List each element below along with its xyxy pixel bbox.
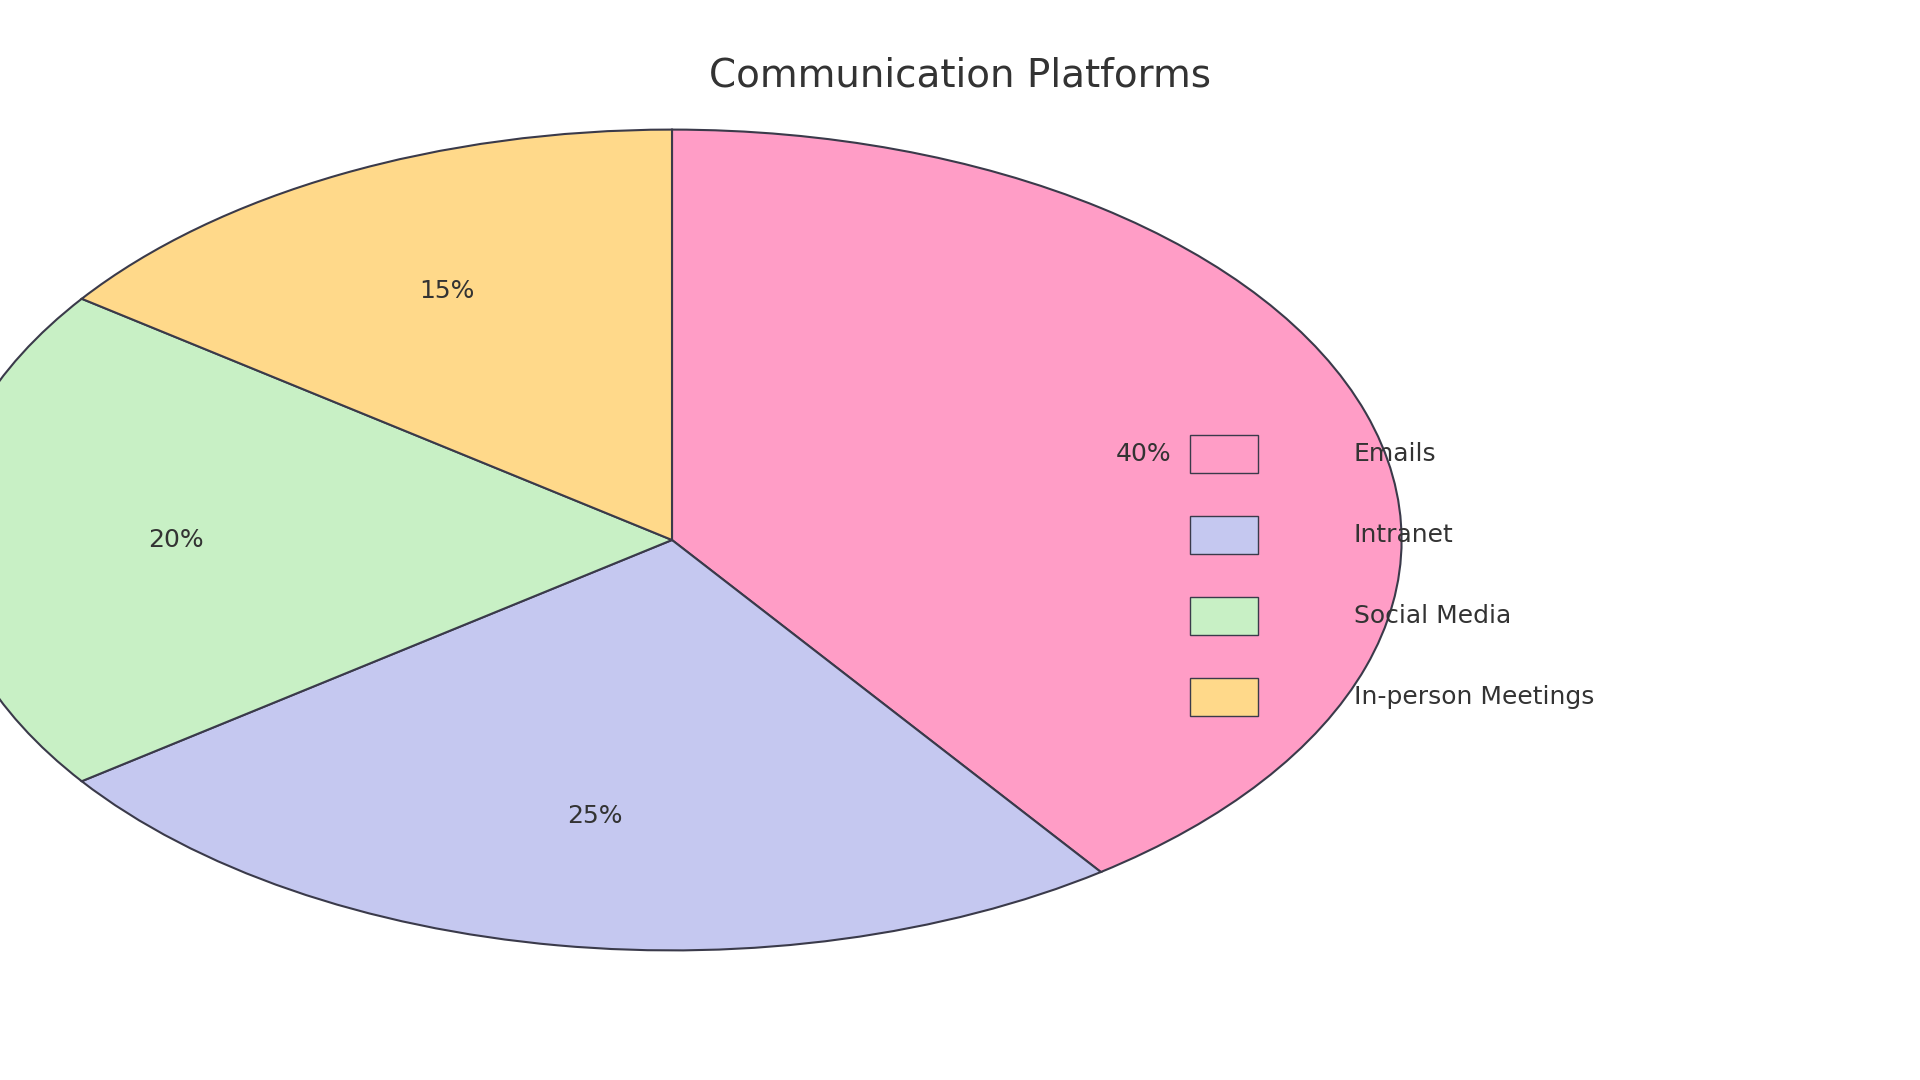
FancyBboxPatch shape — [1190, 678, 1258, 716]
Wedge shape — [83, 540, 1100, 950]
Text: 20%: 20% — [148, 528, 204, 552]
FancyBboxPatch shape — [1190, 516, 1258, 553]
Text: Emails: Emails — [1354, 442, 1436, 465]
Text: 40%: 40% — [1116, 442, 1171, 465]
Text: 15%: 15% — [419, 280, 474, 303]
Wedge shape — [672, 130, 1402, 872]
Wedge shape — [0, 299, 672, 781]
FancyBboxPatch shape — [1190, 597, 1258, 635]
FancyBboxPatch shape — [1190, 434, 1258, 473]
Text: Communication Platforms: Communication Platforms — [708, 56, 1212, 95]
Text: Intranet: Intranet — [1354, 523, 1453, 546]
Text: Social Media: Social Media — [1354, 604, 1511, 627]
Text: 25%: 25% — [566, 804, 622, 827]
Text: In-person Meetings: In-person Meetings — [1354, 685, 1594, 708]
Wedge shape — [83, 130, 672, 540]
